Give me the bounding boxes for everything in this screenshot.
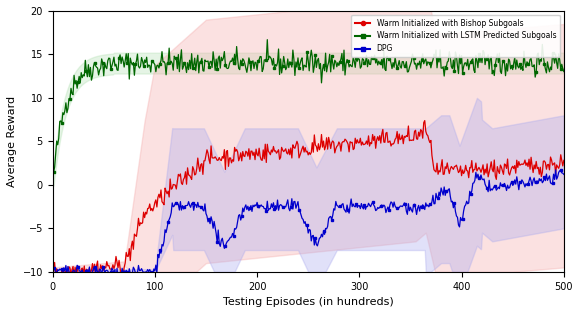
Y-axis label: Average Reward: Average Reward bbox=[7, 96, 17, 187]
Legend: Warm Initialized with Bishop Subgoals, Warm Initialized with LSTM Predicted Subg: Warm Initialized with Bishop Subgoals, W… bbox=[351, 15, 560, 57]
X-axis label: Testing Episodes (in hundreds): Testing Episodes (in hundreds) bbox=[223, 297, 394, 307]
